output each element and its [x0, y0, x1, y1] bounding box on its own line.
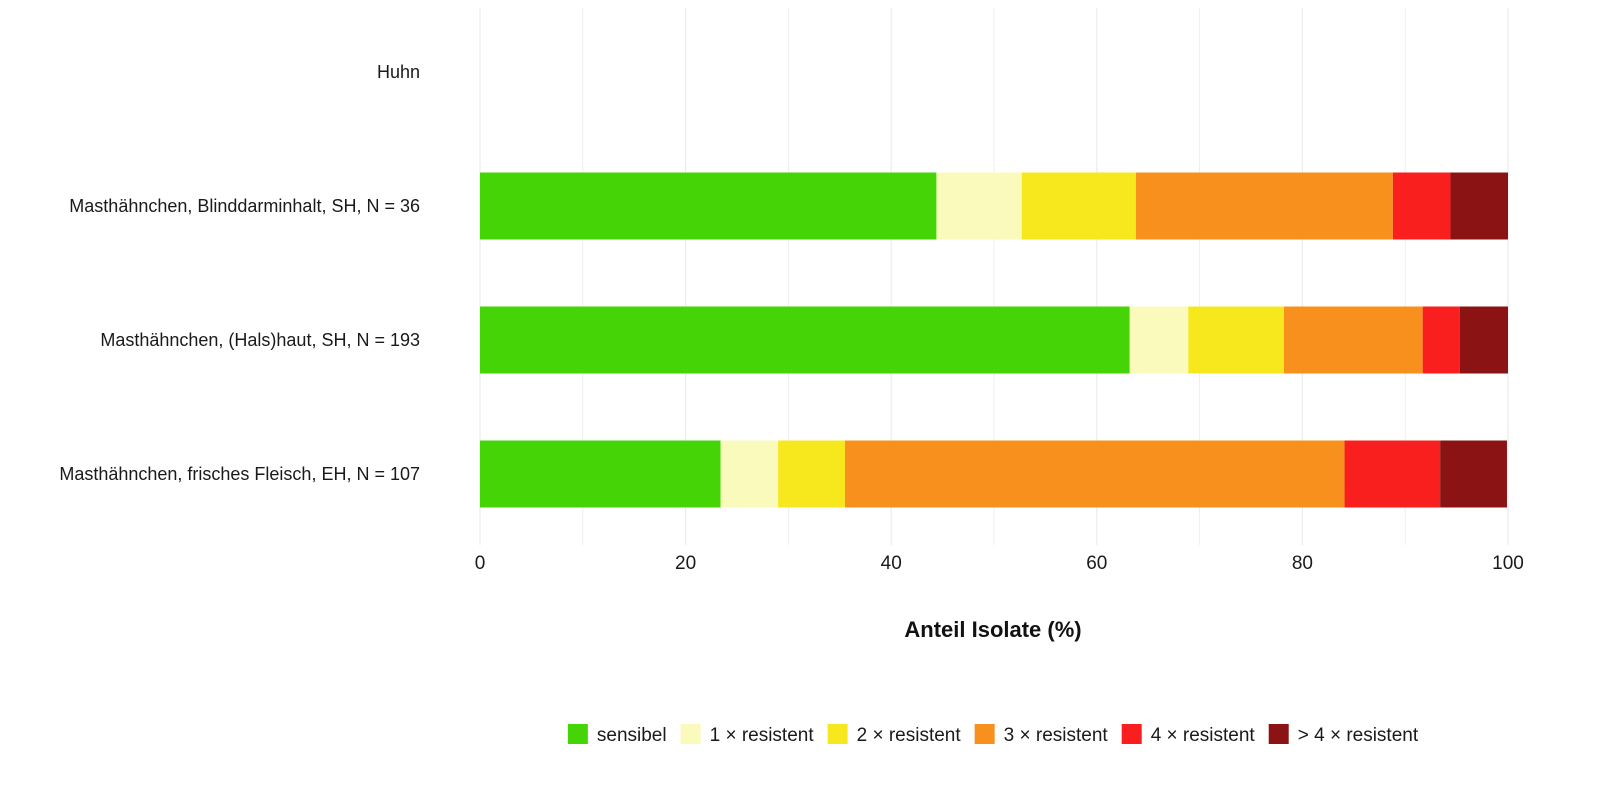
legend-swatch	[680, 724, 701, 744]
bar-segment	[1188, 306, 1284, 374]
x-tick-label: 60	[1086, 553, 1107, 574]
legend: sensibel 1 × resistent 2 × resistent 3 × re…	[567, 724, 1419, 746]
bar-segment	[1344, 440, 1441, 508]
legend-item: > 4 × resistent	[1268, 724, 1419, 746]
bar-segment	[1459, 306, 1508, 374]
bar-segment	[1450, 172, 1508, 240]
x-tick-labels: 0 20 40 60 80 100	[475, 553, 1524, 574]
legend-label: sensibel	[597, 725, 667, 746]
category-label: Masthähnchen, Blinddarminhalt, SH, N = 3…	[69, 196, 420, 216]
x-tick-label: 40	[881, 553, 902, 574]
legend-label: 4 × resistent	[1151, 725, 1256, 746]
x-tick-label: 20	[675, 553, 696, 574]
x-tick-label: 80	[1292, 553, 1313, 574]
legend-label: 3 × resistent	[1004, 725, 1109, 746]
bar-segment	[778, 440, 845, 508]
bar-segment	[480, 440, 721, 508]
bar-segment	[480, 172, 937, 240]
legend-swatch	[1121, 724, 1142, 744]
bar-segment	[1129, 306, 1189, 374]
category-label: Masthähnchen, frisches Fleisch, EH, N = …	[59, 464, 420, 484]
legend-label: 1 × resistent	[710, 725, 815, 746]
bar-segment	[720, 440, 779, 508]
category-labels: Huhn Masthähnchen, Blinddarminhalt, SH, N…	[59, 62, 420, 484]
bars	[480, 172, 1508, 508]
legend-swatch	[827, 724, 848, 744]
x-tick-label: 0	[475, 553, 486, 574]
x-axis-title: Anteil Isolate (%)	[904, 617, 1081, 642]
legend-label: 2 × resistent	[857, 725, 962, 746]
category-label: Masthähnchen, (Hals)haut, SH, N = 193	[100, 330, 420, 350]
bar-segment	[1440, 440, 1507, 508]
legend-item: sensibel	[567, 724, 667, 746]
legend-swatch	[1268, 724, 1289, 744]
bar-segment	[1283, 306, 1423, 374]
legend-item: 1 × resistent	[680, 724, 815, 746]
bar-segment	[1392, 172, 1451, 240]
category-label: Huhn	[377, 62, 420, 82]
bar-segment	[1422, 306, 1460, 374]
legend-swatch	[567, 724, 588, 744]
bar-segment	[936, 172, 1022, 240]
legend-label: > 4 × resistent	[1298, 725, 1419, 746]
bar-segment	[1021, 172, 1136, 240]
legend-item: 3 × resistent	[974, 724, 1109, 746]
legend-swatch	[974, 724, 995, 744]
bar-segment	[844, 440, 1345, 508]
x-tick-label: 100	[1492, 553, 1524, 574]
legend-item: 4 × resistent	[1121, 724, 1256, 746]
bar-segment	[1135, 172, 1393, 240]
bar-segment	[480, 306, 1130, 374]
legend-item: 2 × resistent	[827, 724, 962, 746]
